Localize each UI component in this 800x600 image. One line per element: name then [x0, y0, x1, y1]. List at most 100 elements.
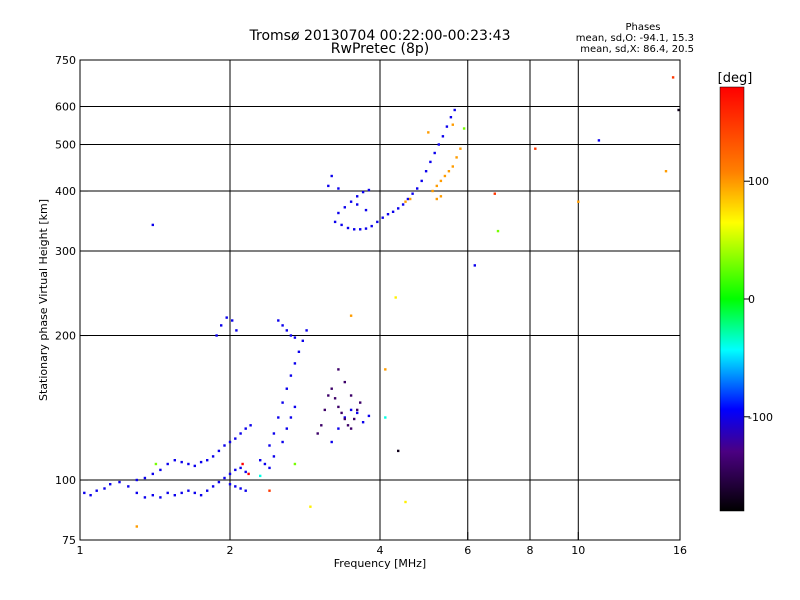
data-point [309, 505, 312, 508]
data-point [159, 468, 162, 472]
x-tick-label: 8 [527, 544, 534, 557]
axis-ticks: 1 2 4 6 8 10 16 75 100 200 300 400 500 600 750 [55, 54, 687, 557]
data-point [445, 125, 449, 128]
data-point [677, 108, 680, 112]
data-points [83, 76, 680, 528]
data-point [289, 416, 293, 419]
data-point [151, 472, 154, 476]
data-point [340, 411, 343, 415]
data-point [239, 487, 242, 490]
data-point [337, 368, 340, 371]
data-point [359, 228, 362, 231]
data-point [180, 491, 183, 495]
data-point [135, 478, 138, 482]
data-point [247, 472, 250, 476]
data-point [406, 197, 410, 201]
data-point [127, 485, 130, 488]
data-point [386, 213, 390, 216]
x-axis-label: Frequency [MHz] [334, 557, 426, 570]
data-point [439, 195, 443, 198]
data-point [441, 135, 445, 138]
data-point [327, 184, 330, 188]
data-point [356, 195, 359, 198]
data-point [370, 224, 373, 228]
data-point [143, 476, 147, 480]
data-point [439, 179, 443, 183]
data-point [443, 174, 447, 178]
data-point [397, 449, 400, 453]
data-point [166, 491, 169, 495]
data-point [333, 220, 337, 224]
data-point [234, 485, 237, 488]
stats-line-x: mean, sd,X: 86.4, 20.5 [580, 44, 694, 55]
data-point [462, 127, 466, 130]
data-point [496, 229, 500, 233]
data-point [337, 187, 340, 190]
data-point [173, 494, 176, 497]
data-point [431, 189, 434, 193]
data-point [215, 334, 218, 337]
data-point [305, 329, 308, 332]
data-point [433, 151, 436, 155]
data-point [285, 427, 288, 430]
data-point [453, 108, 456, 112]
x-tick-label: 4 [377, 544, 384, 557]
y-tick-label: 750 [55, 54, 76, 67]
data-point [597, 139, 601, 142]
data-point [349, 200, 353, 203]
y-tick-label: 600 [55, 101, 76, 114]
data-point [424, 170, 428, 173]
data-point [330, 440, 333, 444]
colorbar-label: [deg] [718, 71, 753, 86]
y-tick-label: 200 [55, 330, 76, 343]
data-point [455, 156, 458, 159]
colorbar-ticks: 100 0 -100 [744, 175, 773, 424]
data-point [330, 174, 333, 178]
data-point [166, 462, 169, 466]
data-point [217, 449, 221, 453]
data-point [346, 424, 350, 427]
data-point [577, 200, 580, 203]
data-point [420, 179, 423, 183]
data-point [401, 203, 405, 206]
data-point [473, 264, 476, 267]
data-point [277, 416, 280, 419]
data-point [664, 170, 668, 173]
data-point [244, 489, 247, 492]
colorbar-tick-label: -100 [748, 411, 773, 424]
data-point [343, 416, 346, 419]
data-point [340, 223, 343, 227]
colorbar-tick-label: 0 [748, 293, 755, 306]
data-point [493, 192, 496, 195]
data-point [223, 444, 226, 447]
data-point [143, 496, 147, 499]
data-point [263, 462, 267, 466]
data-point [193, 464, 196, 468]
data-point [343, 380, 346, 384]
data-point [384, 368, 387, 371]
data-point [95, 489, 98, 492]
data-point [293, 462, 297, 466]
chart-title: Tromsø 20130704 00:22:00-00:23:43 [249, 28, 511, 44]
data-point [364, 208, 368, 212]
data-point [241, 462, 244, 466]
data-point [349, 427, 353, 430]
x-tick-label: 1 [77, 544, 84, 557]
data-point [361, 421, 365, 424]
data-point [103, 487, 106, 490]
data-point [228, 440, 232, 444]
data-point [416, 187, 419, 190]
data-point [225, 316, 228, 319]
y-tick-label: 400 [55, 185, 76, 198]
y-axis-label: Stationary phase Virtual Height [km] [37, 199, 50, 401]
data-point [244, 427, 247, 430]
data-point [356, 408, 359, 412]
data-point [109, 483, 112, 486]
data-point [297, 350, 301, 353]
data-point [220, 324, 223, 327]
data-point [180, 460, 183, 464]
data-point [228, 483, 232, 486]
data-point [234, 437, 237, 440]
chart-subtitle: RwPretec (8p) [331, 41, 429, 57]
